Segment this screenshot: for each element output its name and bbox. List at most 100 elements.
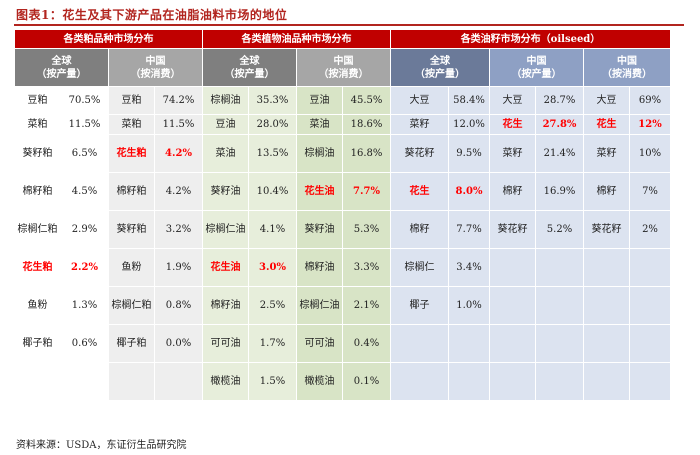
share-value-cell: 27.8% <box>535 114 584 135</box>
product-name-cell: 花生 <box>583 114 630 135</box>
share-value-cell: 5.3% <box>342 210 391 249</box>
oil-china-header: 中国 （按消费） <box>296 48 391 87</box>
product-name-cell: 大豆 <box>583 86 630 115</box>
table-row: 椰子粕 0.6% 椰子粕 0.0% 可可油 1.7% 可可油 0.4% <box>14 324 671 363</box>
share-value-cell <box>629 362 671 401</box>
share-value-cell: 35.3% <box>248 86 297 115</box>
table-row: 花生粕 2.2% 鱼粉 1.9% 花生油 3.0% 棉籽油 3.3% 棕榈仁 3.4% <box>14 248 671 287</box>
share-value-cell: 1.7% <box>248 324 297 363</box>
meal-china-header: 中国 （按消费） <box>108 48 203 87</box>
share-value-cell: 10.4% <box>248 172 297 211</box>
product-name-cell <box>583 362 630 401</box>
table-row: 菜粕 11.5% 菜粕 11.5% 豆油 28.0% 菜油 18.6% 菜籽 12.0% 花生 27.… <box>14 114 671 135</box>
product-name-cell: 菜油 <box>296 114 343 135</box>
share-value-cell: 13.5% <box>248 134 297 173</box>
product-name-cell: 鱼粉 <box>108 248 155 287</box>
share-value-cell <box>629 286 671 325</box>
share-value-cell: 4.2% <box>154 172 203 211</box>
share-value-cell: 3.4% <box>448 248 490 287</box>
share-value-cell: 1.0% <box>448 286 490 325</box>
product-name-cell: 椰子 <box>390 286 449 325</box>
product-name-cell: 可可油 <box>296 324 343 363</box>
share-value-cell: 2.2% <box>60 248 109 287</box>
share-value-cell: 28.7% <box>535 86 584 115</box>
product-name-cell: 棉籽粕 <box>108 172 155 211</box>
product-name-cell <box>583 248 630 287</box>
share-value-cell: 10% <box>629 134 671 173</box>
seed-china-consumption-header: 中国 （按消费） <box>583 48 671 87</box>
share-value-cell: 74.2% <box>154 86 203 115</box>
table-row: 棉籽粕 4.5% 棉籽粕 4.2% 葵籽油 10.4% 花生油 7.7% 花生 8.0% 棉籽 16.… <box>14 172 671 211</box>
product-name-cell: 葵花籽 <box>583 210 630 249</box>
product-name-cell: 鱼粉 <box>14 286 61 325</box>
share-value-cell <box>535 324 584 363</box>
product-name-cell: 花生粕 <box>108 134 155 173</box>
product-name-cell <box>14 362 61 401</box>
share-value-cell: 1.9% <box>154 248 203 287</box>
seed-china-production-header: 中国 （按产量） <box>489 48 584 87</box>
share-value-cell: 2% <box>629 210 671 249</box>
meal-global-header: 全球 （按产量） <box>14 48 109 87</box>
oil-section-header: 各类植物油品种市场分布 <box>202 29 391 49</box>
share-value-cell: 4.1% <box>248 210 297 249</box>
share-value-cell: 45.5% <box>342 86 391 115</box>
share-value-cell: 7.7% <box>342 172 391 211</box>
product-name-cell: 椰子粕 <box>108 324 155 363</box>
share-value-cell <box>535 248 584 287</box>
share-value-cell: 18.6% <box>342 114 391 135</box>
share-value-cell <box>629 248 671 287</box>
share-value-cell: 0.0% <box>154 324 203 363</box>
product-name-cell: 豆粕 <box>14 86 61 115</box>
product-name-cell: 花生油 <box>296 172 343 211</box>
share-value-cell: 12% <box>629 114 671 135</box>
share-value-cell: 21.4% <box>535 134 584 173</box>
product-name-cell: 棉籽粕 <box>14 172 61 211</box>
share-value-cell: 8.0% <box>448 172 490 211</box>
share-value-cell: 70.5% <box>60 86 109 115</box>
product-name-cell: 棕榈仁 <box>390 248 449 287</box>
table-row: 棕榈仁粕 2.9% 葵籽粕 3.2% 棕榈仁油 4.1% 葵籽油 5.3% 棉籽 7.7% 葵花籽 5… <box>14 210 671 249</box>
product-name-cell: 葵籽油 <box>296 210 343 249</box>
product-name-cell: 橄榄油 <box>296 362 343 401</box>
table-row: 豆粕 70.5% 豆粕 74.2% 棕榈油 35.3% 豆油 45.5% 大豆 58.4% 大豆 28… <box>14 86 671 115</box>
seed-global-header: 全球 （按产量） <box>390 48 490 87</box>
share-value-cell: 3.0% <box>248 248 297 287</box>
product-name-cell: 棕榈仁粕 <box>14 210 61 249</box>
table-row: 鱼粉 1.3% 棕榈仁粕 0.8% 棉籽油 2.5% 棕榈仁油 2.1% 椰子 1.0% <box>14 286 671 325</box>
product-name-cell: 菜油 <box>202 134 249 173</box>
share-value-cell <box>60 362 109 401</box>
product-name-cell: 棉籽 <box>583 172 630 211</box>
share-value-cell: 0.8% <box>154 286 203 325</box>
product-name-cell: 大豆 <box>390 86 449 115</box>
product-name-cell: 豆油 <box>296 86 343 115</box>
product-name-cell: 棉籽油 <box>296 248 343 287</box>
share-value-cell: 7.7% <box>448 210 490 249</box>
product-name-cell: 菜粕 <box>14 114 61 135</box>
share-value-cell: 3.3% <box>342 248 391 287</box>
share-value-cell <box>154 362 203 401</box>
share-value-cell: 69% <box>629 86 671 115</box>
title-rule <box>14 24 684 26</box>
meal-section-header: 各类粕品种市场分布 <box>14 29 203 49</box>
share-value-cell: 6.5% <box>60 134 109 173</box>
product-name-cell: 葵花籽 <box>489 210 536 249</box>
share-value-cell: 1.3% <box>60 286 109 325</box>
share-value-cell <box>448 324 490 363</box>
share-value-cell: 4.2% <box>154 134 203 173</box>
share-value-cell: 11.5% <box>60 114 109 135</box>
product-name-cell <box>489 248 536 287</box>
share-value-cell: 16.8% <box>342 134 391 173</box>
product-name-cell: 花生粕 <box>14 248 61 287</box>
product-name-cell: 菜籽 <box>583 134 630 173</box>
share-value-cell <box>535 362 584 401</box>
product-name-cell: 大豆 <box>489 86 536 115</box>
product-name-cell: 葵籽粕 <box>108 210 155 249</box>
product-name-cell <box>489 362 536 401</box>
share-value-cell <box>629 324 671 363</box>
product-name-cell: 棕榈油 <box>296 134 343 173</box>
share-value-cell: 28.0% <box>248 114 297 135</box>
market-share-table: 各类粕品种市场分布 各类植物油品种市场分布 各类油籽市场分布（oilseed） … <box>14 29 671 401</box>
product-name-cell <box>489 286 536 325</box>
table-row: 葵籽粕 6.5% 花生粕 4.2% 菜油 13.5% 棕榈油 16.8% 葵花籽 9.5% 菜籽 21… <box>14 134 671 173</box>
product-name-cell: 花生 <box>489 114 536 135</box>
